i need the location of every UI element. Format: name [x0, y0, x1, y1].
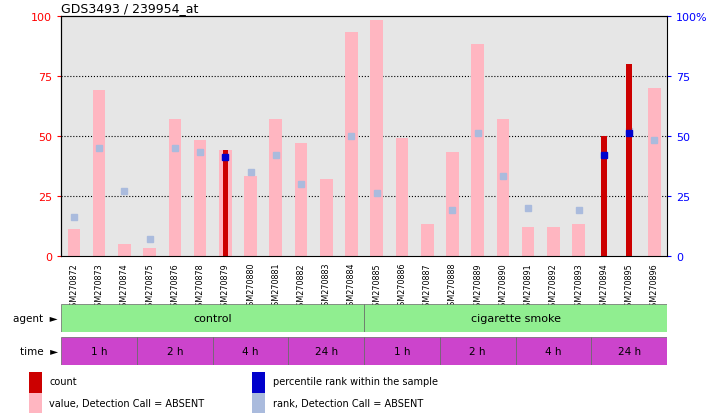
Bar	[219, 151, 231, 256]
Bar	[591, 17, 616, 256]
Text: GDS3493 / 239954_at: GDS3493 / 239954_at	[61, 2, 199, 15]
Bar	[143, 249, 156, 256]
Bar	[263, 17, 288, 256]
Bar	[389, 17, 415, 256]
Text: 2 h: 2 h	[469, 346, 486, 356]
Bar	[61, 17, 87, 256]
Bar	[320, 179, 332, 256]
Bar	[288, 17, 314, 256]
Bar	[547, 227, 559, 256]
Bar	[472, 45, 484, 256]
Bar	[490, 17, 516, 256]
Bar	[627, 64, 632, 256]
Bar	[162, 17, 187, 256]
Bar	[93, 91, 105, 256]
Bar	[541, 17, 566, 256]
Bar	[648, 88, 660, 256]
Text: 24 h: 24 h	[314, 346, 338, 356]
Bar	[465, 17, 490, 256]
Bar	[252, 371, 265, 394]
Bar	[288, 337, 364, 365]
Text: agent  ►: agent ►	[13, 313, 58, 323]
Bar	[295, 143, 307, 256]
Text: 1 h: 1 h	[394, 346, 410, 356]
Bar	[415, 17, 440, 256]
Text: 4 h: 4 h	[545, 346, 562, 356]
Text: control: control	[193, 313, 232, 323]
Bar	[61, 304, 364, 332]
Bar	[497, 119, 509, 256]
Text: value, Detection Call = ABSENT: value, Detection Call = ABSENT	[49, 399, 204, 408]
Bar	[314, 17, 339, 256]
Bar	[566, 17, 591, 256]
Bar	[396, 139, 408, 256]
Text: 1 h: 1 h	[91, 346, 107, 356]
Text: count: count	[49, 376, 76, 386]
Bar	[213, 337, 288, 365]
Bar	[187, 17, 213, 256]
Bar	[591, 337, 667, 365]
Bar	[213, 17, 238, 256]
Bar	[364, 17, 389, 256]
Text: 4 h: 4 h	[242, 346, 259, 356]
Bar	[364, 337, 440, 365]
Bar	[87, 17, 112, 256]
Bar	[421, 225, 433, 256]
Bar	[169, 119, 181, 256]
Bar	[572, 225, 585, 256]
Text: rank, Detection Call = ABSENT: rank, Detection Call = ABSENT	[273, 399, 423, 408]
Bar	[137, 17, 162, 256]
Bar	[194, 141, 206, 256]
Bar	[339, 17, 364, 256]
Bar	[345, 33, 358, 256]
Bar	[223, 151, 228, 256]
Bar	[29, 371, 42, 394]
Bar	[118, 244, 131, 256]
Bar	[29, 393, 42, 413]
Bar	[522, 227, 534, 256]
Bar	[516, 17, 541, 256]
Bar	[112, 17, 137, 256]
Text: time  ►: time ►	[19, 346, 58, 356]
Bar	[446, 153, 459, 256]
Bar	[238, 17, 263, 256]
Bar	[137, 337, 213, 365]
Bar	[371, 21, 383, 256]
Text: 2 h: 2 h	[167, 346, 183, 356]
Bar	[616, 17, 642, 256]
Bar	[252, 393, 265, 413]
Bar	[244, 177, 257, 256]
Bar	[68, 230, 80, 256]
Bar	[642, 17, 667, 256]
Bar	[61, 337, 137, 365]
Bar	[516, 337, 591, 365]
Bar	[440, 337, 516, 365]
Text: 24 h: 24 h	[617, 346, 641, 356]
Text: cigarette smoke: cigarette smoke	[471, 313, 560, 323]
Bar	[601, 136, 606, 256]
Bar	[364, 304, 667, 332]
Bar	[270, 119, 282, 256]
Text: percentile rank within the sample: percentile rank within the sample	[273, 376, 438, 386]
Bar	[440, 17, 465, 256]
